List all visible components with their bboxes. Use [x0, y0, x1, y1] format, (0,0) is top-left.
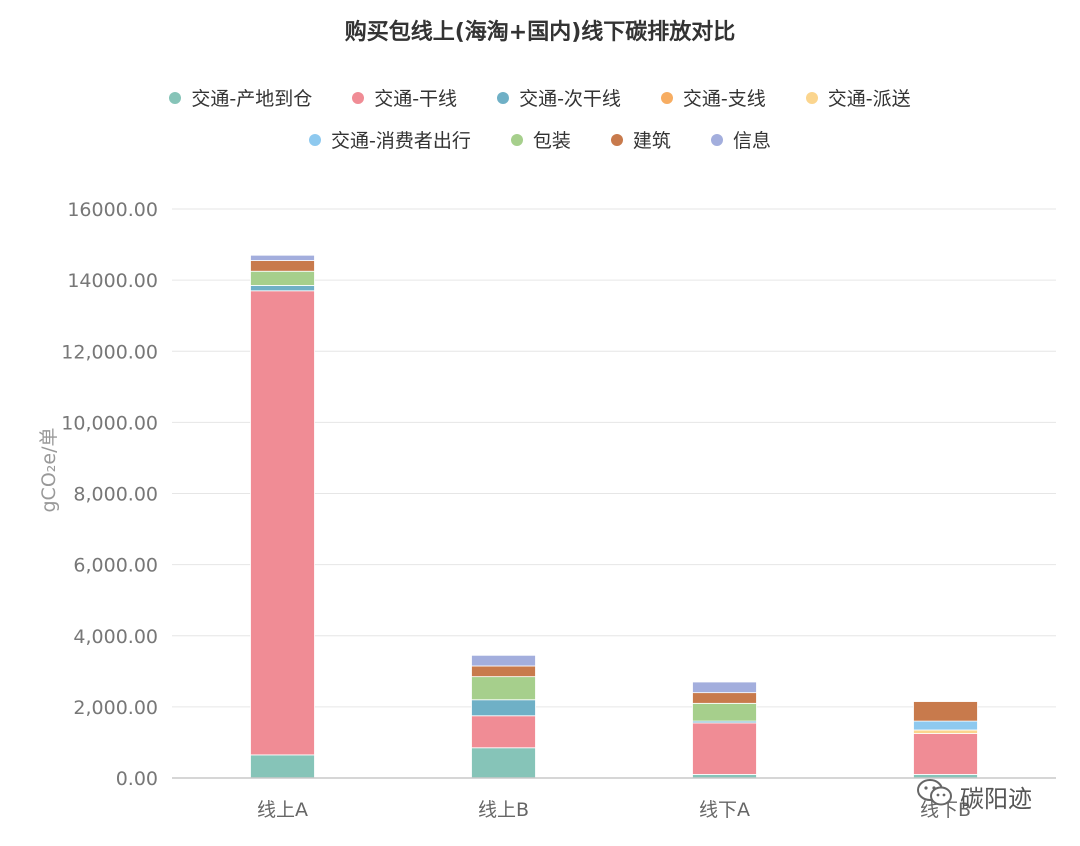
- wechat-icon: [916, 778, 954, 814]
- legend-label: 交通-支线: [682, 88, 766, 110]
- x-tick-label: 线上B: [478, 799, 529, 821]
- y-tick-label: 10,000.00: [61, 412, 158, 434]
- legend-label: 交通-消费者出行: [331, 130, 471, 152]
- legend-label: 建筑: [632, 130, 671, 152]
- bar-segment[interactable]: [471, 654, 536, 667]
- legend-dot: [610, 133, 623, 146]
- legend-dot: [660, 91, 673, 104]
- legend-label: 包装: [532, 130, 571, 152]
- bar-segment[interactable]: [692, 681, 757, 694]
- legend-label: 交通-派送: [827, 88, 911, 110]
- y-axis-label: gCO₂e/单: [38, 428, 60, 513]
- bar-segment[interactable]: [250, 290, 315, 756]
- legend-dot: [805, 91, 818, 104]
- watermark: 碳阳迹: [916, 778, 1032, 814]
- legend-dot: [309, 133, 322, 146]
- legend-item[interactable]: 交通-干线: [352, 84, 457, 111]
- bar-segment[interactable]: [692, 722, 757, 775]
- bar-segment[interactable]: [471, 699, 536, 717]
- bar-segment[interactable]: [913, 720, 978, 731]
- y-tick-label: 12,000.00: [61, 341, 158, 363]
- legend-label: 交通-产地到仓: [191, 88, 313, 110]
- legend-item[interactable]: 交通-产地到仓: [169, 84, 312, 111]
- bar-segment[interactable]: [913, 701, 978, 722]
- legend-item[interactable]: 交通-消费者出行: [309, 126, 471, 153]
- legend-dot: [169, 91, 182, 104]
- legend-dot: [710, 133, 723, 146]
- y-tick-label: 8,000.00: [73, 484, 158, 506]
- legend-item[interactable]: 建筑: [610, 126, 671, 153]
- legend-label: 信息: [732, 130, 771, 152]
- bar-segment[interactable]: [250, 285, 315, 292]
- bar-segment[interactable]: [692, 702, 757, 722]
- legend-dot: [510, 133, 523, 146]
- y-tick-label: 4,000.00: [73, 626, 158, 648]
- legend-row-1: 交通-产地到仓 交通-干线 交通-次干线 交通-支线 交通-派送: [0, 84, 1080, 111]
- legend-item[interactable]: 交通-次干线: [497, 84, 621, 111]
- y-tick-label: 14000.00: [67, 270, 158, 292]
- y-tick-label: 6,000.00: [73, 555, 158, 577]
- legend-label: 交通-次干线: [519, 88, 621, 110]
- legend-dot: [352, 91, 365, 104]
- bar-segment[interactable]: [471, 715, 536, 749]
- y-tick-label: 0.00: [116, 768, 158, 790]
- bar-segment[interactable]: [913, 733, 978, 775]
- bar-segment[interactable]: [250, 754, 315, 779]
- legend-item[interactable]: 包装: [510, 126, 571, 153]
- legend-row-2: 交通-消费者出行 包装 建筑 信息: [0, 126, 1080, 153]
- bar-segment[interactable]: [692, 692, 757, 704]
- x-tick-label: 线下A: [699, 799, 750, 821]
- watermark-text: 碳阳迹: [960, 784, 1032, 813]
- legend-label: 交通-干线: [374, 88, 458, 110]
- legend-item[interactable]: 信息: [710, 126, 771, 153]
- bar-segment[interactable]: [913, 729, 978, 734]
- x-tick-label: 线下B: [920, 799, 971, 821]
- legend-dot: [497, 91, 510, 104]
- chart-title: 购买包线上(海淘+国内)线下碳排放对比: [344, 20, 736, 45]
- bar-segment[interactable]: [250, 270, 315, 286]
- bar-segment[interactable]: [471, 747, 536, 779]
- bar-segment[interactable]: [471, 676, 536, 701]
- bar-segment[interactable]: [250, 254, 315, 261]
- x-tick-label: 线上A: [257, 799, 308, 821]
- legend-item[interactable]: 交通-派送: [805, 84, 911, 111]
- y-tick-label: 16000.00: [67, 199, 158, 221]
- legend-item[interactable]: 交通-支线: [660, 84, 766, 111]
- bar-segment[interactable]: [471, 665, 536, 678]
- bar-segment[interactable]: [250, 260, 315, 272]
- y-tick-label: 2,000.00: [73, 697, 158, 719]
